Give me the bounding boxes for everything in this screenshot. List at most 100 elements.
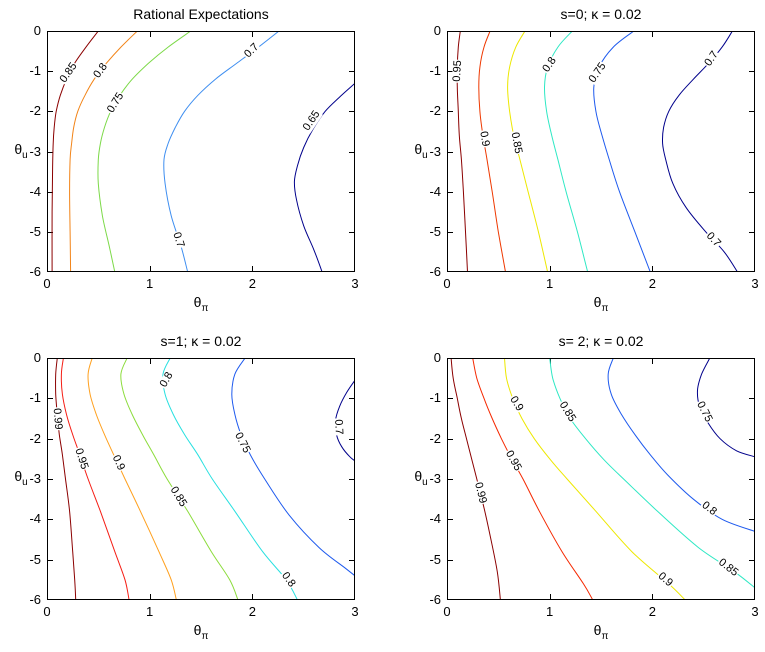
y-axis-label: θu xyxy=(4,141,38,161)
y-tick-label: -4 xyxy=(429,511,441,527)
contour-line-0.99 xyxy=(55,358,77,600)
y-tick-label: 0 xyxy=(433,350,441,365)
x-tick-label: 1 xyxy=(546,604,554,619)
x-tick-label: 1 xyxy=(146,604,154,619)
y-tick-label: -2 xyxy=(429,430,441,446)
y-tick-label: 0 xyxy=(33,350,41,365)
contour-line-0.9 xyxy=(504,358,686,600)
y-axis-label: θu xyxy=(404,468,438,488)
x-tick-label: 0 xyxy=(43,276,51,291)
contour-label: 0.99 xyxy=(50,406,65,431)
y-tick-label: -1 xyxy=(29,63,41,79)
x-axis-label-symbol: θ xyxy=(193,294,202,310)
contour-line-0.85 xyxy=(549,358,755,589)
contour-line-0.75 xyxy=(231,358,355,577)
y-tick-label: -4 xyxy=(29,183,41,199)
subplot-title: s= 2; κ = 0.02 xyxy=(558,333,644,349)
x-tick-label: 3 xyxy=(751,276,759,291)
y-tick-label: -5 xyxy=(429,223,441,239)
subplot-s0: s=0; κ = 0.02 θu θπ 0 1 2 3 0 -1 -2 -3 -4 -5 -6 0.9… xyxy=(414,6,758,314)
axis-ticks xyxy=(47,358,354,599)
contour-label: 0.95 xyxy=(450,59,464,84)
x-tick-label: 0 xyxy=(443,276,451,291)
x-axis-label: θπ xyxy=(47,622,355,642)
axis-ticks xyxy=(447,358,754,599)
x-tick-label: 2 xyxy=(248,276,256,291)
x-axis-label-symbol: θ xyxy=(193,622,202,638)
contour-line-0.75 xyxy=(593,31,651,272)
x-axis-label: θπ xyxy=(47,294,355,314)
y-tick-label: -5 xyxy=(429,551,441,567)
contour-line-0.95 xyxy=(60,358,130,600)
y-tick-label: 0 xyxy=(433,23,441,38)
contour-line-0.8 xyxy=(607,358,755,532)
y-tick-label: -5 xyxy=(29,551,41,567)
y-axis-label-symbol: θ xyxy=(14,468,23,485)
x-axis-label: θπ xyxy=(447,622,755,642)
contour-line-0.95 xyxy=(472,358,594,600)
y-tick-label: -2 xyxy=(429,103,441,119)
axes-box xyxy=(447,358,755,600)
subplot-s2: s= 2; κ = 0.02 θu θπ 0 1 2 3 0 -1 -2 -3 -4 -5 -6 0.… xyxy=(414,333,758,642)
y-tick-label: -6 xyxy=(29,264,41,279)
y-axis-label: θu xyxy=(4,468,38,488)
x-tick-label: 2 xyxy=(248,604,256,619)
x-axis-label-symbol: θ xyxy=(593,294,602,310)
x-axis-label-symbol: θ xyxy=(593,622,602,638)
y-axis-label: θu xyxy=(404,141,438,161)
y-tick-label: -2 xyxy=(29,103,41,119)
contour-label: 0.7 xyxy=(331,418,345,437)
y-tick-label: -4 xyxy=(429,183,441,199)
y-tick-label: -3 xyxy=(429,471,441,486)
contour-plot xyxy=(447,358,755,600)
y-tick-label: -3 xyxy=(29,471,41,486)
axis-ticks xyxy=(47,31,354,271)
subplot-title: s=0; κ = 0.02 xyxy=(560,6,642,22)
contour-line-0.75 xyxy=(97,31,191,272)
contour-line-0.65 xyxy=(293,82,355,272)
contour-label: 0.9 xyxy=(477,129,492,149)
x-tick-label: 1 xyxy=(146,276,154,291)
contour-line-0.85 xyxy=(507,31,549,272)
x-tick-label: 2 xyxy=(648,604,656,619)
y-axis-label-subscript: u xyxy=(422,476,428,488)
x-axis-label-subscript: π xyxy=(601,302,609,314)
contour-line-0.9 xyxy=(478,31,506,272)
y-tick-label: -3 xyxy=(29,143,41,159)
y-axis-label-subscript: u xyxy=(422,149,428,161)
contour-line-0.9 xyxy=(87,358,177,600)
subplot-s1: s=1; κ = 0.02 θu θπ 0 1 2 3 0 -1 -2 -3 -4 -5 -6 0.9… xyxy=(14,333,358,642)
contour-line-0.95 xyxy=(456,31,468,272)
y-tick-label: -4 xyxy=(29,511,41,527)
contour-line-0.85 xyxy=(51,31,99,272)
subplot-rational-expectations: Rational Expectations θu θπ 0 1 2 3 0 -1 -2 -3-… xyxy=(14,6,358,314)
x-axis-label-subscript: π xyxy=(201,302,209,314)
y-tick-label: 0 xyxy=(33,23,41,38)
y-axis-label-symbol: θ xyxy=(414,468,423,485)
y-tick-label: -6 xyxy=(29,592,41,607)
contour-line-0.8 xyxy=(162,358,298,600)
contour-line-0.8 xyxy=(69,31,138,272)
contour-line-0.99 xyxy=(450,358,501,600)
x-tick-label: 3 xyxy=(751,604,759,619)
subplot-title: Rational Expectations xyxy=(133,6,269,22)
x-axis-label-subscript: π xyxy=(601,630,609,642)
x-tick-label: 3 xyxy=(351,604,359,619)
contour-plot xyxy=(47,358,355,600)
x-tick-label: 2 xyxy=(648,276,656,291)
y-tick-label: -5 xyxy=(29,223,41,239)
x-tick-label: 1 xyxy=(546,276,554,291)
y-axis-label-symbol: θ xyxy=(414,140,423,157)
y-tick-label: -1 xyxy=(29,390,41,406)
x-axis-label: θπ xyxy=(447,294,755,314)
axes-box xyxy=(47,31,355,272)
subplot-title: s=1; κ = 0.02 xyxy=(160,333,242,349)
y-axis-label-symbol: θ xyxy=(14,140,23,157)
contour-line-0.7 xyxy=(661,31,738,272)
y-tick-label: -6 xyxy=(429,264,441,279)
x-tick-label: 3 xyxy=(351,276,359,291)
y-tick-label: -1 xyxy=(429,63,441,79)
x-tick-label: 0 xyxy=(443,604,451,619)
y-tick-label: -6 xyxy=(429,592,441,607)
